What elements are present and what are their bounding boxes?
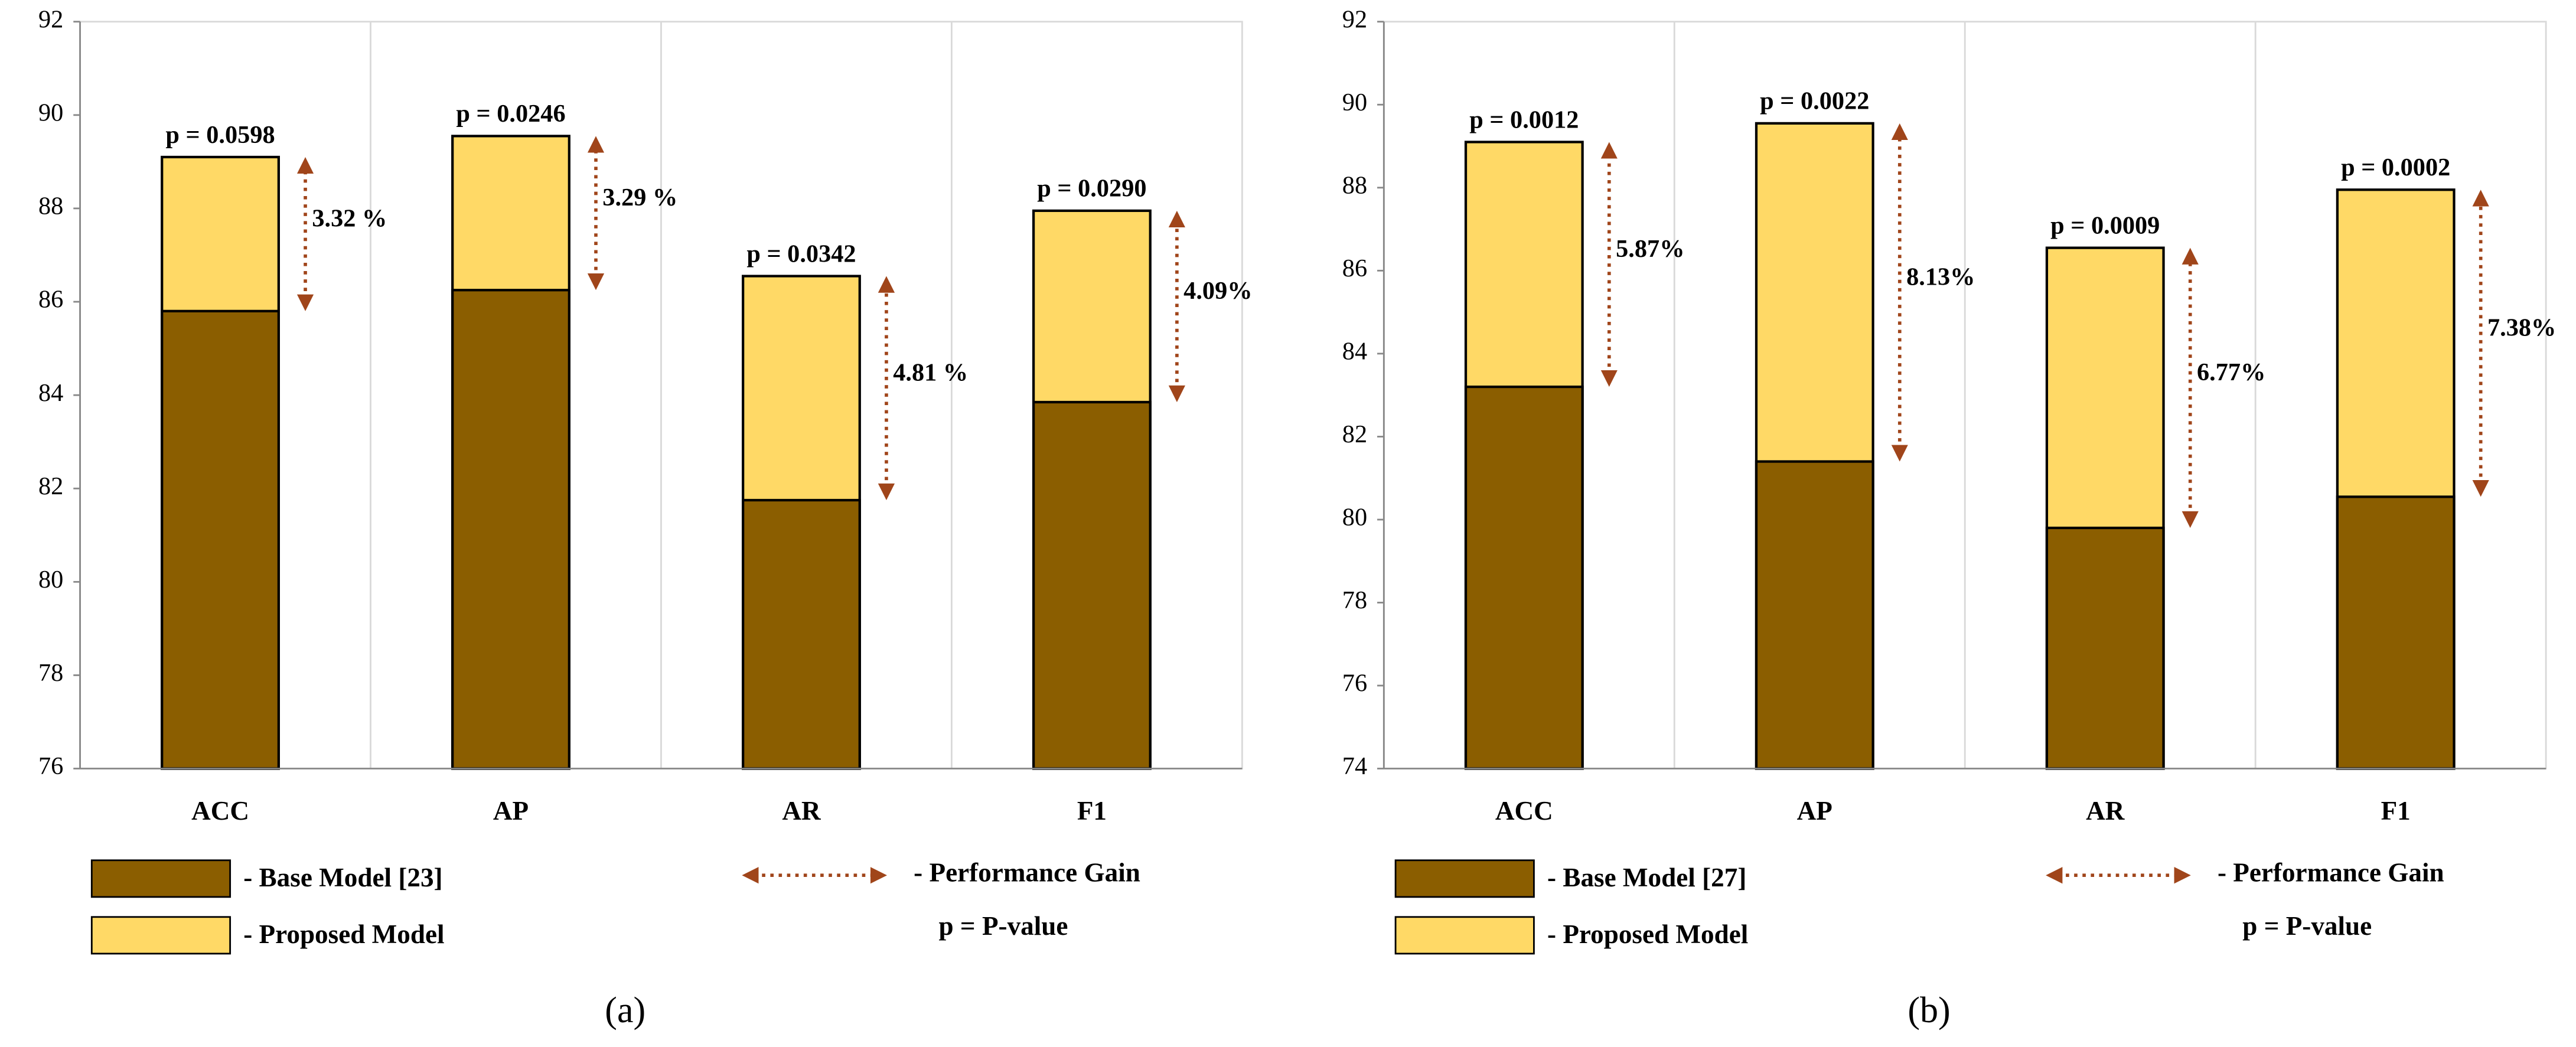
- x-tick-label: AR: [782, 796, 821, 826]
- y-tick-label: 92: [1342, 5, 1367, 33]
- bar-base: [742, 498, 861, 770]
- y-tick-label: 78: [1342, 586, 1367, 614]
- bar-base: [451, 289, 570, 770]
- legend-label: - Proposed Model: [1547, 919, 1748, 949]
- x-tick-label: F1: [1077, 796, 1107, 826]
- x-tick-label: ACC: [191, 796, 249, 826]
- p-value-label: p = 0.0290: [1037, 175, 1146, 203]
- y-tick-label: 88: [38, 193, 63, 220]
- gain-label: 8.13%: [1906, 263, 1975, 291]
- p-value-label: p = 0.0598: [165, 121, 275, 149]
- bar-base: [2336, 495, 2456, 770]
- gain-label: 3.29 %: [602, 184, 677, 211]
- y-tick-label: 76: [1342, 670, 1367, 697]
- y-tick-label: 86: [1342, 255, 1367, 282]
- legend-label: p = P-value: [2242, 911, 2372, 941]
- y-tick-label: 74: [1342, 752, 1367, 780]
- caption: (a): [605, 990, 645, 1030]
- y-tick-label: 88: [1342, 171, 1367, 199]
- p-value-label: p = 0.0009: [2050, 211, 2160, 239]
- x-tick-label: F1: [2381, 796, 2411, 826]
- x-tick-label: AP: [493, 796, 529, 826]
- legend-label: p = P-value: [939, 911, 1068, 941]
- p-value-label: p = 0.0022: [1760, 87, 1869, 115]
- y-tick-label: 86: [38, 286, 63, 314]
- legend-label: - Proposed Model: [243, 919, 444, 949]
- bar-base: [1032, 400, 1152, 770]
- gain-label: 7.38%: [2487, 314, 2556, 341]
- legend-label: - Base Model [27]: [1547, 863, 1746, 892]
- y-tick-label: 90: [1342, 89, 1367, 116]
- x-tick-label: ACC: [1495, 796, 1553, 826]
- y-tick-label: 82: [1342, 420, 1367, 448]
- p-value-label: p = 0.0246: [456, 100, 565, 128]
- gain-label: 3.32 %: [312, 205, 387, 233]
- y-tick-label: 92: [38, 5, 63, 33]
- legend-swatch: [1394, 859, 1535, 898]
- legend-label: - Base Model [23]: [243, 863, 442, 892]
- y-tick-label: 82: [38, 472, 63, 500]
- legend-swatch: [90, 916, 231, 955]
- legend-label: - Performance Gain: [914, 858, 1140, 888]
- y-tick-label: 76: [38, 752, 63, 780]
- y-tick-label: 84: [38, 379, 63, 407]
- bar-base: [1464, 385, 1584, 770]
- gain-label: 4.81 %: [893, 358, 968, 386]
- p-value-label: p = 0.0342: [746, 240, 856, 268]
- gain-label: 6.77%: [2197, 358, 2265, 386]
- y-tick-label: 90: [38, 99, 63, 127]
- x-tick-label: AR: [2086, 796, 2125, 826]
- legend-label: - Performance Gain: [2218, 858, 2444, 888]
- caption: (b): [1907, 990, 1950, 1030]
- bar-base: [1755, 460, 1874, 770]
- p-value-label: p = 0.0012: [1469, 106, 1579, 133]
- legend-swatch: [90, 859, 231, 898]
- bar-base: [2045, 526, 2165, 770]
- gain-label: 5.87%: [1616, 235, 1684, 263]
- bar-base: [161, 309, 280, 770]
- y-tick-label: 84: [1342, 338, 1367, 366]
- y-tick-label: 78: [38, 659, 63, 687]
- y-tick-label: 80: [38, 566, 63, 593]
- legend-swatch: [1394, 916, 1535, 955]
- p-value-label: p = 0.0002: [2341, 154, 2450, 181]
- y-tick-label: 80: [1342, 504, 1367, 531]
- gain-label: 4.09%: [1183, 277, 1252, 305]
- x-tick-label: AP: [1797, 796, 1832, 826]
